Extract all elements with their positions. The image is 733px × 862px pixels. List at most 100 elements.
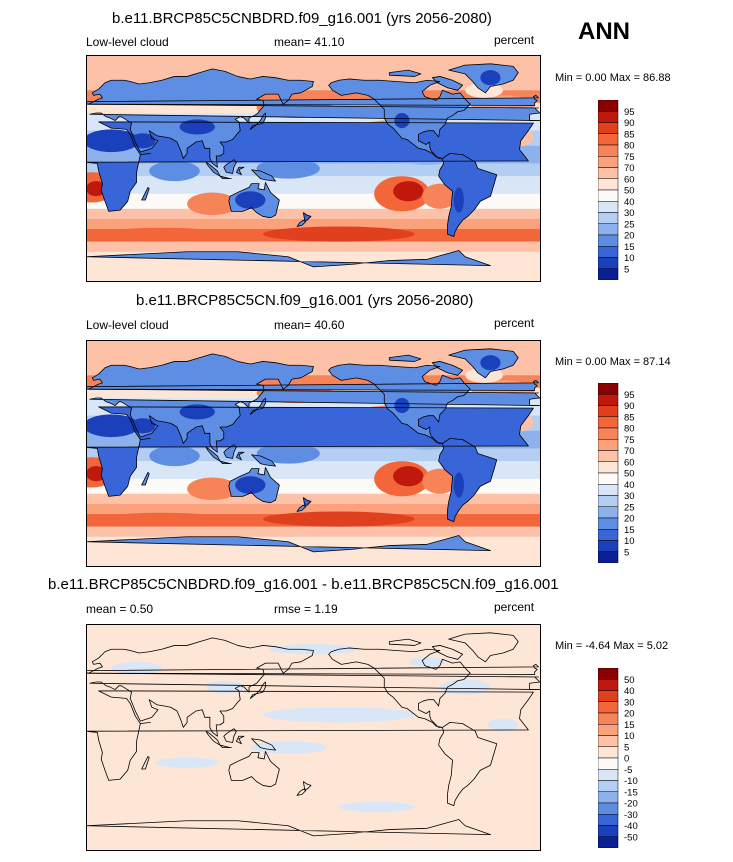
coastline [86,406,534,497]
colorbar-swatch [597,735,619,747]
land-field [86,250,491,267]
colorbar-tick-label: 10 [624,731,635,742]
colorbar-tick-label: 30 [624,491,635,502]
coastline [251,738,276,751]
field-blob [394,113,410,129]
colorbar-swatch [597,472,619,485]
field-blob [393,466,424,487]
field-blob [269,644,358,655]
coastline [236,735,245,745]
colorbar-tick-label: 40 [624,197,635,208]
coastline [88,353,541,453]
colorbar-tick-label: 10 [624,536,635,547]
field-blob [130,418,156,434]
colorbar-swatch [597,416,619,429]
colorbar-swatch [597,405,619,417]
field-blob [256,443,320,464]
colorbar-tick-label: -10 [624,776,638,787]
field-blob [480,70,501,86]
colorbar-swatch [597,223,619,236]
coastline [86,250,491,268]
field-blob [262,226,415,242]
panel-2-title: b.e11.BRCP85C5CN.f09_g16.001 (yrs 2056-2… [136,292,474,309]
field-blob [250,741,327,754]
panel-1-colorbar: 95 90 85 80 75 70 60 50 40 30 25 20 15 10 5 [597,99,658,281]
colorbar-tick-label: 80 [624,424,635,435]
coastline [249,112,266,130]
land-field [219,176,232,179]
season-label: ANN [578,18,630,45]
coastline [86,819,491,837]
coastline [223,159,237,174]
land-field [438,438,497,522]
field-blob [262,511,415,527]
panel-3-map [86,624,541,851]
field-band [86,241,541,252]
colorbar-tick-label: 70 [624,163,635,174]
colorbar-swatch [597,506,619,519]
colorbar-tick-label: 90 [624,118,635,129]
map-frame [86,624,541,851]
panel-2-minmax: Min = 0.00 Max = 87.14 [555,356,671,368]
colorbar-tick-label: -30 [624,810,638,821]
colorbar-swatch [597,724,619,736]
colorbar-tick-label: 5 [624,742,629,753]
colorbar-tick-label: 95 [624,107,635,118]
colorbar-tick-label: 80 [624,141,635,152]
colorbar-swatch [597,427,619,440]
colorbar-swatch [597,484,619,496]
field-blob [262,707,415,723]
land-field [432,361,463,376]
coastline [228,466,280,504]
colorbar-tick-label: 40 [624,686,635,697]
coastline [88,637,541,737]
colorbar-swatch [597,178,619,191]
coastline [249,681,266,699]
field-blob [235,476,266,494]
field-blob [179,119,215,135]
coastline [251,169,276,182]
coastline [251,454,276,467]
colorbar-tick-label: 0 [624,754,629,765]
land-field [88,353,540,453]
coastline [438,437,498,523]
coastline [86,535,491,553]
colorbar-swatch [597,551,619,564]
field-blob [422,183,458,209]
panel-1-title: b.e11.BRCP85C5CNBDRD.f09_g16.001 (yrs 20… [112,10,492,27]
colorbar-tick-label: 20 [624,231,635,242]
colorbar-swatch [597,394,619,406]
land-field [438,153,497,237]
coastline [431,645,464,660]
coastline [438,721,498,807]
colorbar-swatch [597,167,619,179]
colorbar-tick-label: 85 [624,412,635,423]
land-field [251,169,276,182]
colorbar-tick-label: 30 [624,208,635,219]
field-blob [480,355,501,371]
field-blob [111,661,162,675]
colorbar-swatch [597,122,619,134]
field-band [86,218,541,230]
land-field [206,162,220,177]
panel-3-title: b.e11.BRCP85C5CNBDRD.f09_g16.001 - b.e11… [48,576,559,593]
colorbar-tick-label: 85 [624,129,635,140]
coastline [141,756,150,770]
panel-3-rmse-label: rmse = 1.19 [274,602,338,616]
field-blob [453,187,464,213]
colorbar-tick-label: 5 [624,547,629,558]
colorbar-swatch [597,540,619,552]
field-band [86,624,541,851]
colorbar-tick-label: 75 [624,435,635,446]
coastline [88,68,541,168]
field-band [86,526,541,537]
panel-3-units-label: percent [494,600,535,614]
colorbar-swatch [597,133,619,146]
coastline [219,460,232,464]
colorbar-tick-label: 15 [624,242,635,253]
colorbar-tick-label: 50 [624,469,635,480]
colorbar-tick-label: 30 [624,697,635,708]
colorbar-tick-label: 25 [624,502,635,513]
colorbar-tick-label: 60 [624,174,635,185]
colorbar-swatch [597,268,619,281]
